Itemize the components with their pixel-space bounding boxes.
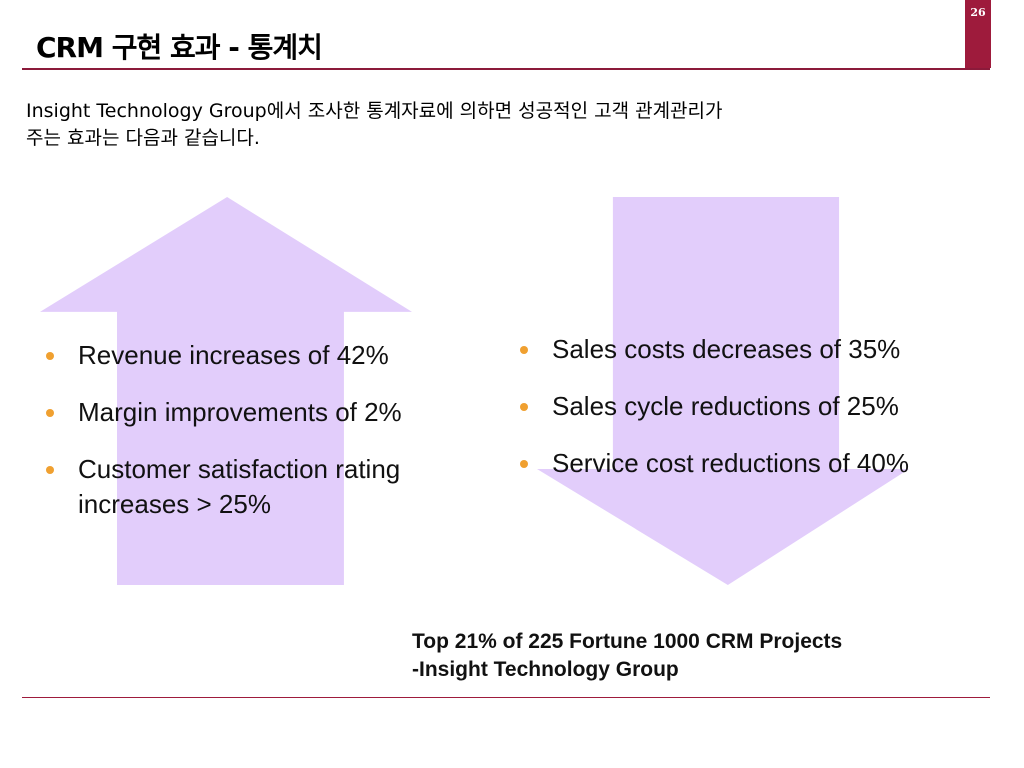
footer-divider	[22, 697, 990, 698]
intro-paragraph: Insight Technology Group에서 조사한 통계자료에 의하면…	[26, 98, 966, 152]
bullet-text: Sales costs decreases of 35%	[552, 334, 901, 364]
page-number-badge: 26	[965, 0, 991, 68]
bullet-dot-icon	[46, 352, 54, 360]
decrease-bullet-list: Sales costs decreases of 35% Sales cycle…	[515, 332, 995, 503]
bullet-text: Revenue increases of 42%	[78, 340, 389, 370]
bullet-dot-icon	[46, 409, 54, 417]
source-line-1: Top 21% of 225 Fortune 1000 CRM Projects	[412, 630, 843, 653]
bullet-dot-icon	[520, 460, 528, 468]
intro-line-2: 주는 효과는 다음과 같습니다.	[26, 127, 260, 149]
list-item: Margin improvements of 2%	[41, 395, 481, 430]
list-item: Customer satisfaction rating increases >…	[41, 452, 481, 522]
list-item: Revenue increases of 42%	[41, 338, 481, 373]
bullet-text: Customer satisfaction rating increases >…	[78, 454, 401, 519]
list-item: Service cost reductions of 40%	[515, 446, 995, 481]
bullet-dot-icon	[520, 346, 528, 354]
increase-bullet-list: Revenue increases of 42% Margin improvem…	[41, 338, 481, 544]
list-item: Sales costs decreases of 35%	[515, 332, 995, 367]
bullet-text: Margin improvements of 2%	[78, 397, 402, 427]
title-divider	[22, 68, 990, 70]
page-title: CRM 구현 효과 - 통계치	[36, 31, 323, 64]
page-number: 26	[970, 6, 986, 19]
source-line-2: -Insight Technology Group	[412, 658, 679, 681]
bullet-text: Service cost reductions of 40%	[552, 448, 909, 478]
intro-line-1: Insight Technology Group에서 조사한 통계자료에 의하면…	[26, 100, 723, 122]
bullet-text: Sales cycle reductions of 25%	[552, 391, 899, 421]
bullet-dot-icon	[46, 466, 54, 474]
list-item: Sales cycle reductions of 25%	[515, 389, 995, 424]
bullet-dot-icon	[520, 403, 528, 411]
source-citation: Top 21% of 225 Fortune 1000 CRM Projects…	[412, 628, 842, 684]
